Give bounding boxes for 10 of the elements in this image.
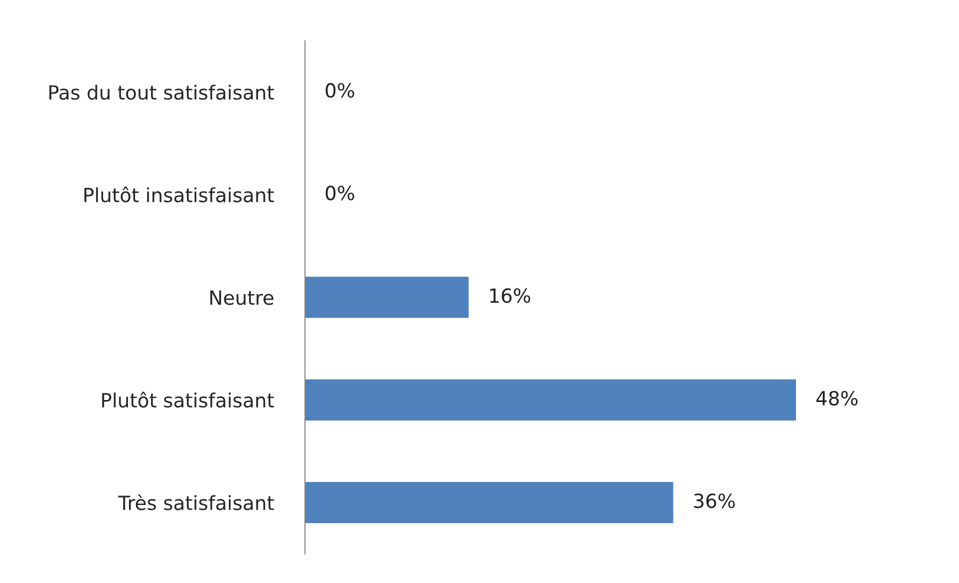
data-label: 16% <box>490 288 530 303</box>
y-tick-label: Plutôt satisfaisant <box>102 392 274 408</box>
data-label: 48% <box>816 390 858 406</box>
data-label: 0% <box>326 186 354 200</box>
data-label: 0% <box>326 83 354 98</box>
data-label: 36% <box>694 493 735 508</box>
y-tick-label: Très satisfaisant <box>118 494 274 510</box>
y-tick-label: Plutôt insatisfaisant <box>84 186 274 202</box>
y-tick-label: Neutre <box>210 290 274 305</box>
y-tick-label: Pas du tout satisfaisant <box>49 84 274 100</box>
